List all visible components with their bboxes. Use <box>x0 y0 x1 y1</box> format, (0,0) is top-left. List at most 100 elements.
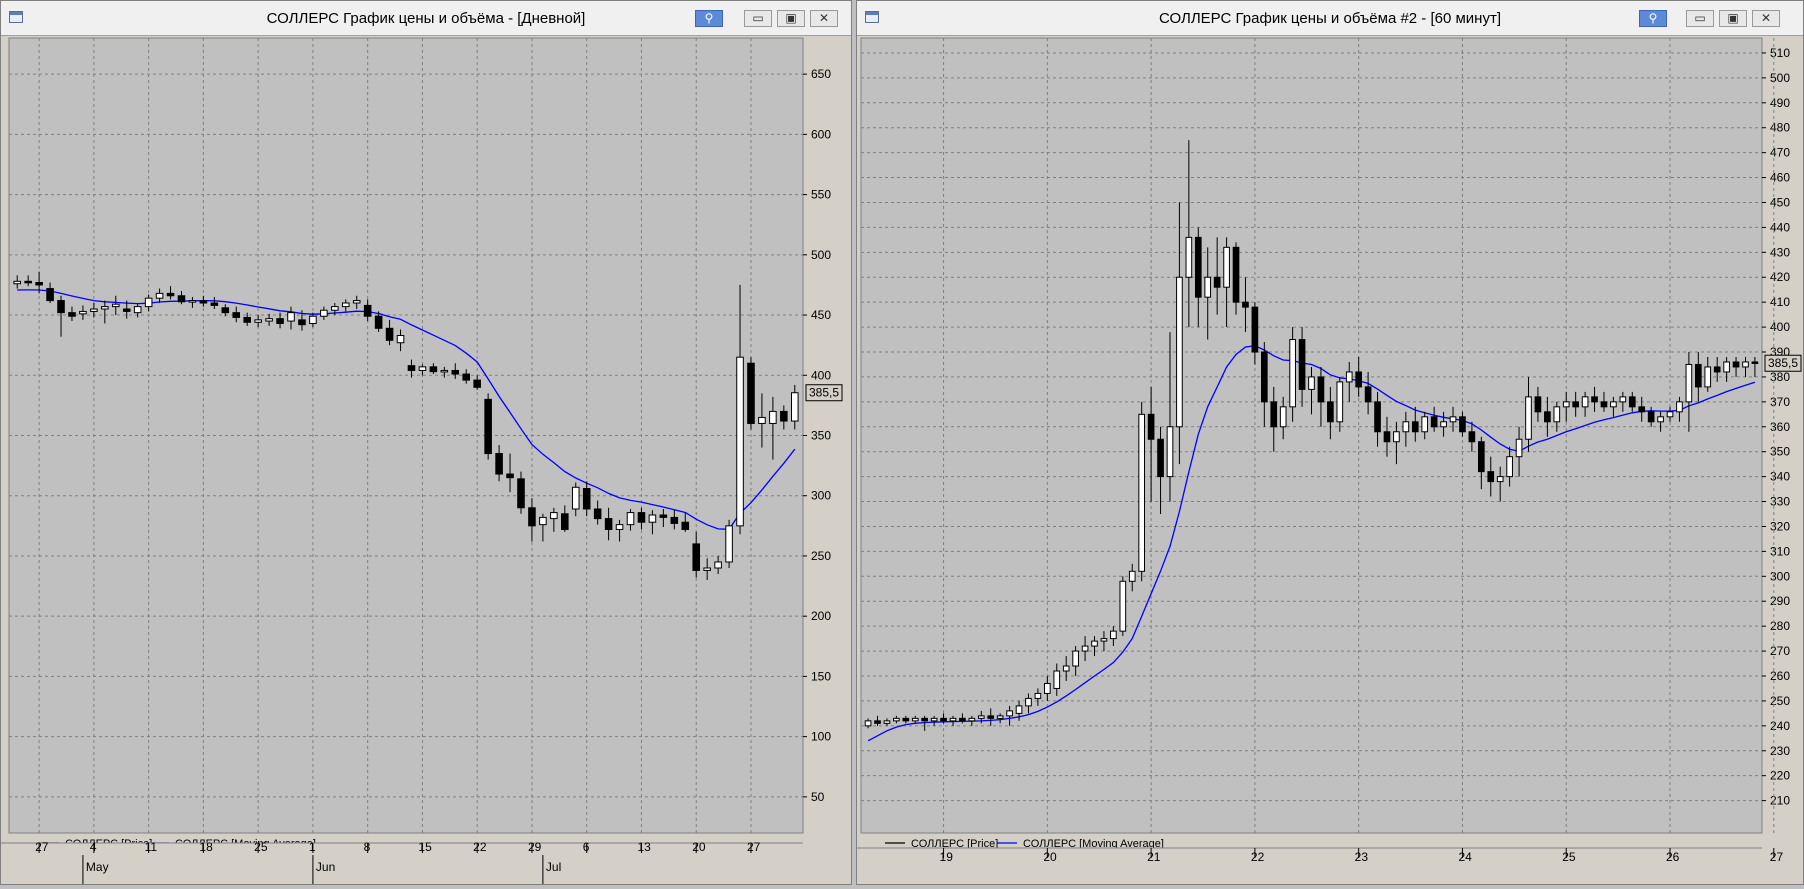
candle-body <box>90 308 98 312</box>
candle <box>539 513 547 542</box>
candle-body <box>35 282 43 286</box>
candle-body <box>122 308 131 312</box>
titlebar-daily[interactable]: СОЛЛЕРС График цены и объёма - [Дневной]… <box>1 1 851 36</box>
y-tick-label: 230 <box>1770 744 1790 758</box>
y-tick-label: 440 <box>1770 220 1790 234</box>
candle-body <box>1647 411 1655 423</box>
candle <box>1638 396 1646 422</box>
candle-body <box>1025 697 1032 707</box>
candle-body <box>1317 376 1325 403</box>
x-day-label: 29 <box>528 840 542 854</box>
candle-body <box>1704 366 1712 388</box>
candle <box>385 319 394 346</box>
candle <box>626 508 635 531</box>
candle <box>1081 636 1089 662</box>
candle-body <box>1751 361 1759 364</box>
y-tick-label: 430 <box>1770 245 1790 259</box>
x-day-label: 22 <box>473 840 487 854</box>
candle-body <box>1487 471 1495 483</box>
candle <box>1591 386 1598 412</box>
candle <box>1449 406 1457 432</box>
candle <box>1279 396 1287 440</box>
candle-body <box>1298 339 1306 390</box>
candle-body <box>1279 406 1287 428</box>
x-month-label: Jun <box>316 860 335 874</box>
candle <box>265 313 273 326</box>
candle-body <box>996 715 1004 719</box>
candle-body <box>276 318 284 324</box>
candle-body <box>1204 276 1212 298</box>
candle-body <box>57 300 65 314</box>
candle <box>604 507 613 541</box>
x-day-label: 27 <box>747 840 761 854</box>
candle <box>911 715 919 724</box>
chart-60min[interactable]: 210 220 230 240 250 260 270 280 290 300 310 320 330 3… <box>857 36 1803 889</box>
candle <box>1176 202 1183 465</box>
candle-body <box>1732 361 1740 368</box>
candle <box>648 510 657 535</box>
minimize-icon[interactable]: ▭ <box>744 10 772 27</box>
x-day-label: 8 <box>364 840 371 854</box>
candle <box>1044 675 1051 701</box>
candle-body <box>254 319 262 323</box>
candle-body <box>265 318 273 322</box>
y-tick-label: 600 <box>811 127 831 141</box>
candle-body <box>1581 396 1589 408</box>
candle <box>893 715 900 724</box>
candle-body <box>101 306 109 310</box>
maximize-icon[interactable]: ▣ <box>1719 10 1747 27</box>
candle-body <box>1364 386 1372 403</box>
pin-icon[interactable]: ⚲ <box>1639 10 1667 27</box>
candle <box>1308 366 1315 415</box>
pin-icon[interactable]: ⚲ <box>695 10 723 27</box>
candle-body <box>1081 645 1089 652</box>
candle-body <box>1506 456 1513 478</box>
x-day-label: 15 <box>418 840 432 854</box>
candle-body <box>1723 361 1730 373</box>
candle-body <box>1610 401 1617 408</box>
candle-body <box>79 310 87 315</box>
minimize-icon[interactable]: ▭ <box>1686 10 1714 27</box>
candle <box>1468 421 1476 452</box>
candle-body <box>1355 371 1363 388</box>
x-day-label: 11 <box>145 840 158 854</box>
y-tick-label: 500 <box>1770 71 1790 85</box>
candle <box>1732 356 1740 377</box>
maximize-icon[interactable]: ▣ <box>777 10 805 27</box>
y-tick-label: 240 <box>1770 719 1790 733</box>
candle <box>681 512 690 532</box>
candle <box>949 715 957 726</box>
titlebar-60min[interactable]: СОЛЛЕРС График цены и объёма #2 - [60 ми… <box>857 1 1803 36</box>
candle <box>769 396 777 460</box>
chart-daily[interactable]: 50 100 150 200 250 300 350 400 450 500 550 600 650 38… <box>1 36 851 889</box>
close-icon[interactable]: ✕ <box>810 10 838 27</box>
candle <box>199 295 208 307</box>
candle <box>1525 376 1532 452</box>
candle-body <box>188 300 197 303</box>
candle <box>921 715 929 731</box>
candle <box>1600 391 1608 412</box>
last-price-label: 385,5 <box>809 386 839 400</box>
candle <box>57 295 65 337</box>
candle <box>1666 406 1674 422</box>
close-icon[interactable]: ✕ <box>1752 10 1780 27</box>
candle <box>780 405 788 430</box>
candle <box>155 288 164 303</box>
candle-body <box>133 306 142 314</box>
candle <box>747 357 755 430</box>
y-tick-label: 420 <box>1770 270 1790 284</box>
candle <box>1062 656 1070 681</box>
candle <box>210 296 219 310</box>
candle-body <box>1477 441 1485 473</box>
x-day-label: 23 <box>1355 850 1369 864</box>
candle-body <box>13 280 21 285</box>
candle-body <box>1147 413 1155 440</box>
candle <box>1053 663 1061 696</box>
candle <box>276 312 284 329</box>
x-month-label: Jul <box>546 860 561 874</box>
window-icon[interactable] <box>865 11 879 23</box>
window-icon[interactable] <box>9 11 23 23</box>
candle <box>309 312 317 328</box>
candle <box>528 498 536 542</box>
candle <box>1072 646 1079 676</box>
